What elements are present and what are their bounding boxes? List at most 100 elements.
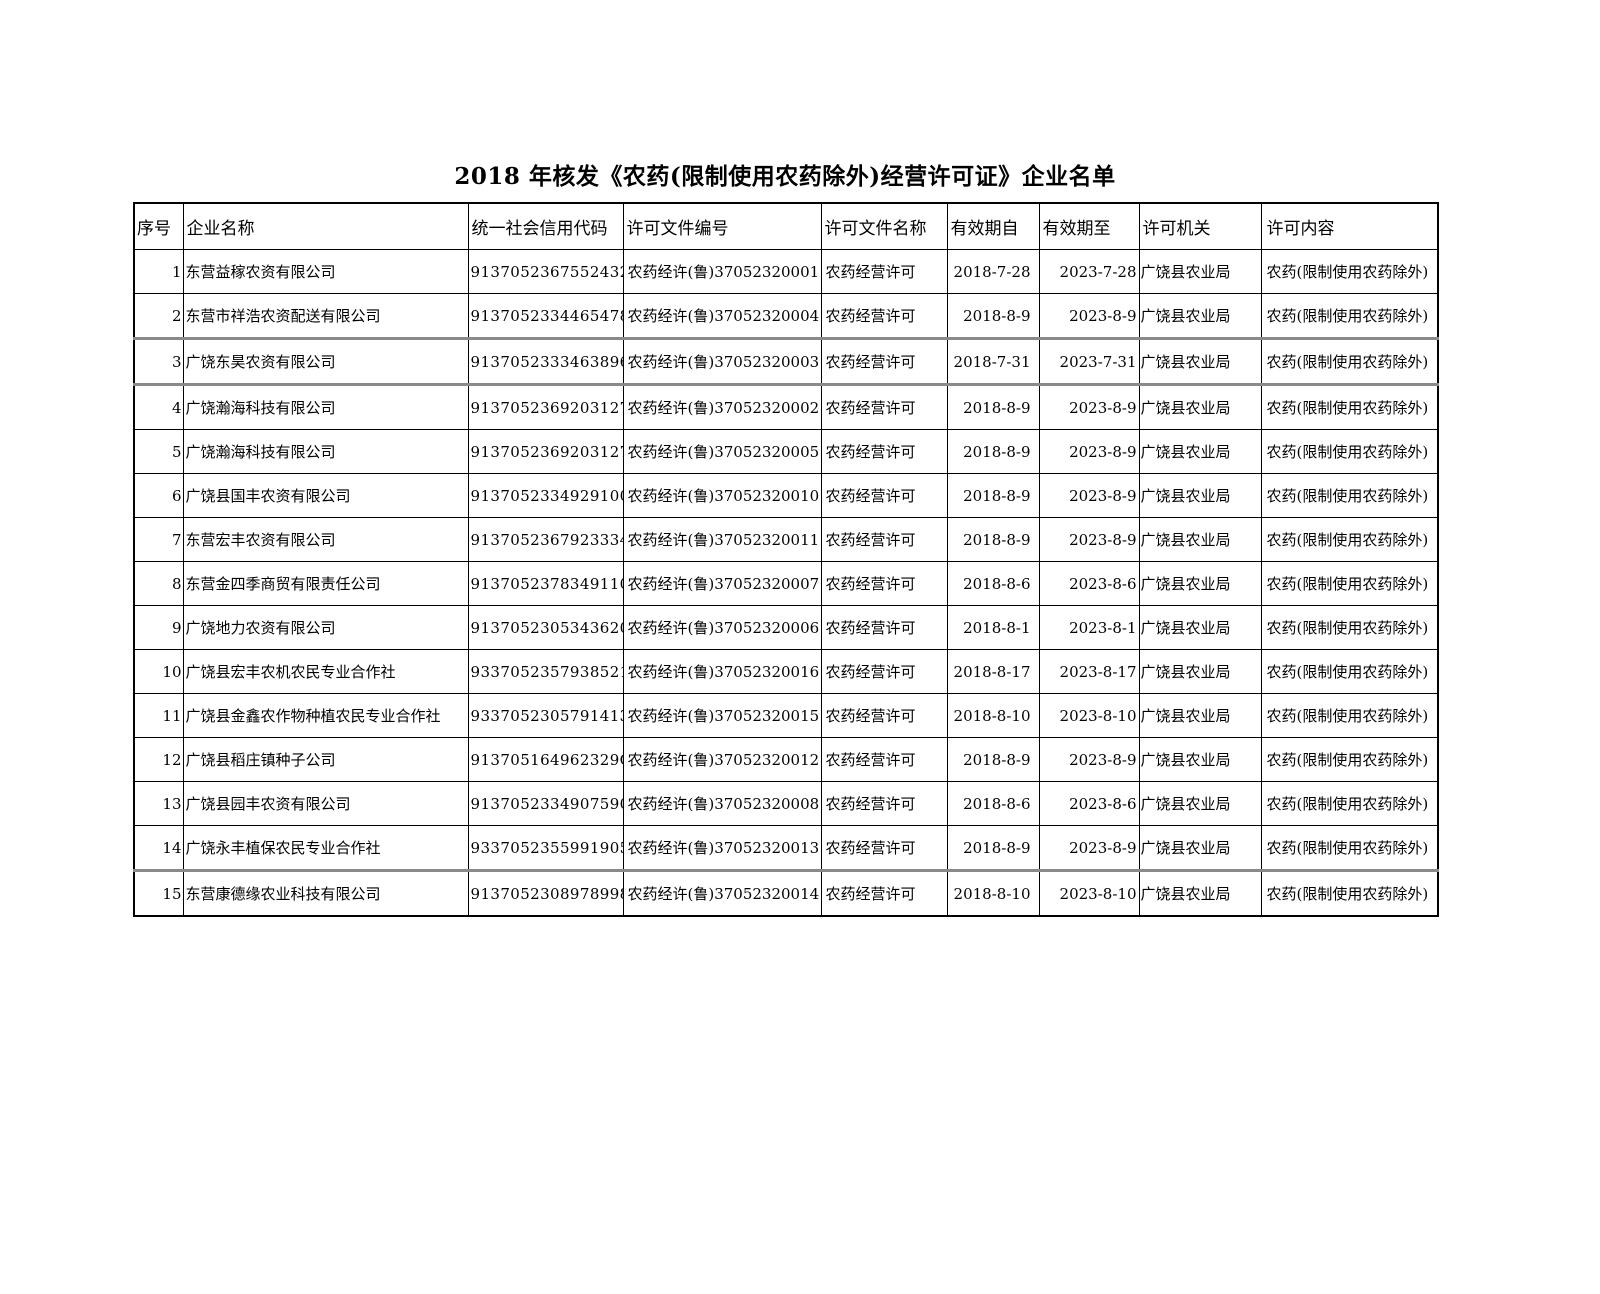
- cell-license-name: 农药经营许可: [820, 293, 948, 339]
- cell-valid-from: 2018-8-1: [946, 605, 1040, 650]
- table-row: 11 广饶县金鑫农作物种植农民专业合作社 93370523057914137J …: [133, 693, 1439, 738]
- table-row: 8 东营金四季商贸有限责任公司 913705237834911000 农药经许(…: [133, 561, 1439, 606]
- table-row: 6 广饶县国丰农资有限公司 91370523349291007J 农药经许(鲁)…: [133, 473, 1439, 518]
- cell-authority: 广饶县农业局: [1138, 249, 1262, 294]
- cell-credit-code: 91370523344654788P: [467, 293, 624, 339]
- cell-license-name: 农药经营许可: [820, 649, 948, 694]
- cell-authority: 广饶县农业局: [1138, 517, 1262, 562]
- cell-license-no: 农药经许(鲁)37052320006: [622, 605, 822, 650]
- cell-seq: 7: [133, 517, 184, 562]
- table-row: 4 广饶瀚海科技有限公司 9137052369203127XN 农药经许(鲁)3…: [133, 383, 1439, 430]
- cell-license-no: 农药经许(鲁)37052320003: [622, 337, 822, 385]
- cell-license-no: 农药经许(鲁)37052320012: [622, 737, 822, 782]
- cell-seq: 12: [133, 737, 184, 782]
- table-row: 7 东营宏丰农资有限公司 91370523679233344N 农药经许(鲁)3…: [133, 517, 1439, 562]
- cell-license-name: 农药经营许可: [820, 337, 948, 385]
- table-header-row: 序号 企业名称 统一社会信用代码 许可文件编号 许可文件名称 有效期自 有效期至…: [133, 202, 1439, 250]
- cell-credit-code: 91370523349291007J: [467, 473, 624, 518]
- cell-valid-from: 2018-8-9: [946, 293, 1040, 339]
- cell-authority: 广饶县农业局: [1138, 293, 1262, 339]
- cell-company-name: 广饶县金鑫农作物种植农民专业合作社: [182, 693, 469, 738]
- cell-authority: 广饶县农业局: [1138, 737, 1262, 782]
- table-row: 10 广饶县宏丰农机农民专业合作社 9337052357938521XII 农药…: [133, 649, 1439, 694]
- cell-valid-to: 2023-7-28: [1038, 249, 1140, 294]
- cell-license-no: 农药经许(鲁)37052320014: [622, 869, 822, 917]
- cell-company-name: 东营益稼农资有限公司: [182, 249, 469, 294]
- cell-content: 农药(限制使用农药除外): [1260, 649, 1439, 694]
- cell-seq: 2: [133, 293, 184, 339]
- cell-license-no: 农药经许(鲁)37052320015: [622, 693, 822, 738]
- cell-valid-to: 2023-8-9: [1038, 383, 1140, 430]
- cell-authority: 广饶县农业局: [1138, 781, 1262, 826]
- cell-valid-to: 2023-8-1: [1038, 605, 1140, 650]
- cell-authority: 广饶县农业局: [1138, 429, 1262, 474]
- cell-credit-code: 93370523559919050J: [467, 825, 624, 871]
- cell-license-no: 农药经许(鲁)37052320011: [622, 517, 822, 562]
- cell-company-name: 广饶县稻庄镇种子公司: [182, 737, 469, 782]
- cell-valid-from: 2018-8-9: [946, 517, 1040, 562]
- cell-seq: 11: [133, 693, 184, 738]
- cell-company-name: 广饶瀚海科技有限公司: [182, 429, 469, 474]
- cell-license-no: 农药经许(鲁)37052320010: [622, 473, 822, 518]
- cell-content: 农药(限制使用农药除外): [1260, 337, 1439, 385]
- cell-license-no: 农药经许(鲁)37052320002: [622, 383, 822, 430]
- header-cell-content: 许可内容: [1260, 202, 1439, 250]
- cell-valid-from: 2018-8-10: [946, 693, 1040, 738]
- cell-content: 农药(限制使用农药除外): [1260, 561, 1439, 606]
- cell-license-no: 农药经许(鲁)37052320004: [622, 293, 822, 339]
- cell-license-no: 农药经许(鲁)37052320001: [622, 249, 822, 294]
- cell-valid-to: 2023-8-10: [1038, 869, 1140, 917]
- cell-valid-from: 2018-8-9: [946, 737, 1040, 782]
- header-cell-valid-to: 有效期至: [1038, 202, 1140, 250]
- cell-content: 农药(限制使用农药除外): [1260, 249, 1439, 294]
- cell-content: 农药(限制使用农药除外): [1260, 293, 1439, 339]
- cell-license-no: 农药经许(鲁)37052320007: [622, 561, 822, 606]
- cell-valid-from: 2018-8-9: [946, 429, 1040, 474]
- cell-company-name: 广饶地力农资有限公司: [182, 605, 469, 650]
- table-row: 3 广饶东昊农资有限公司 91370523334638960k 农药经许(鲁)3…: [133, 337, 1439, 385]
- table-row: 15 东营康德缘农业科技有限公司 91370523089789983N 农药经许…: [133, 869, 1439, 917]
- cell-credit-code: 91370523675524320N: [467, 249, 624, 294]
- cell-company-name: 广饶永丰植保农民专业合作社: [182, 825, 469, 871]
- table-row: 9 广饶地力农资有限公司 913705230534362000 农药经许(鲁)3…: [133, 605, 1439, 650]
- table-body: 1 东营益稼农资有限公司 91370523675524320N 农药经许(鲁)3…: [133, 249, 1439, 917]
- cell-seq: 6: [133, 473, 184, 518]
- table-row: 12 广饶县稻庄镇种子公司 913705164962329C 农药经许(鲁)37…: [133, 737, 1439, 782]
- cell-authority: 广饶县农业局: [1138, 383, 1262, 430]
- cell-valid-to: 2023-8-9: [1038, 517, 1140, 562]
- cell-seq: 13: [133, 781, 184, 826]
- cell-company-name: 广饶县园丰农资有限公司: [182, 781, 469, 826]
- cell-seq: 3: [133, 337, 184, 385]
- cell-valid-to: 2023-8-9: [1038, 825, 1140, 871]
- cell-authority: 广饶县农业局: [1138, 693, 1262, 738]
- header-cell-company-name: 企业名称: [182, 202, 469, 250]
- cell-valid-to: 2023-8-9: [1038, 473, 1140, 518]
- table-row: 5 广饶瀚海科技有限公司 9137052369203127XN 农药经许(鲁)3…: [133, 429, 1439, 474]
- cell-authority: 广饶县农业局: [1138, 869, 1262, 917]
- header-cell-license-no: 许可文件编号: [622, 202, 822, 250]
- cell-valid-to: 2023-8-6: [1038, 781, 1140, 826]
- cell-license-no: 农药经许(鲁)37052320005: [622, 429, 822, 474]
- cell-license-no: 农药经许(鲁)37052320016: [622, 649, 822, 694]
- cell-license-name: 农药经营许可: [820, 825, 948, 871]
- cell-seq: 8: [133, 561, 184, 606]
- cell-seq: 5: [133, 429, 184, 474]
- cell-valid-from: 2018-8-17: [946, 649, 1040, 694]
- cell-valid-from: 2018-7-31: [946, 337, 1040, 385]
- cell-company-name: 东营康德缘农业科技有限公司: [182, 869, 469, 917]
- cell-content: 农药(限制使用农药除外): [1260, 693, 1439, 738]
- cell-content: 农药(限制使用农药除外): [1260, 869, 1439, 917]
- cell-valid-from: 2018-8-6: [946, 561, 1040, 606]
- cell-credit-code: 9137052369203127XN: [467, 383, 624, 430]
- cell-authority: 广饶县农业局: [1138, 825, 1262, 871]
- cell-license-name: 农药经营许可: [820, 383, 948, 430]
- cell-company-name: 广饶瀚海科技有限公司: [182, 383, 469, 430]
- cell-company-name: 广饶县国丰农资有限公司: [182, 473, 469, 518]
- cell-seq: 1: [133, 249, 184, 294]
- cell-valid-to: 2023-8-17: [1038, 649, 1140, 694]
- cell-content: 农药(限制使用农药除外): [1260, 605, 1439, 650]
- cell-content: 农药(限制使用农药除外): [1260, 517, 1439, 562]
- cell-credit-code: 93370523057914137J: [467, 693, 624, 738]
- cell-seq: 9: [133, 605, 184, 650]
- page-title: 2018 年核发《农药(限制使用农药除外)经营许可证》企业名单: [454, 163, 1116, 190]
